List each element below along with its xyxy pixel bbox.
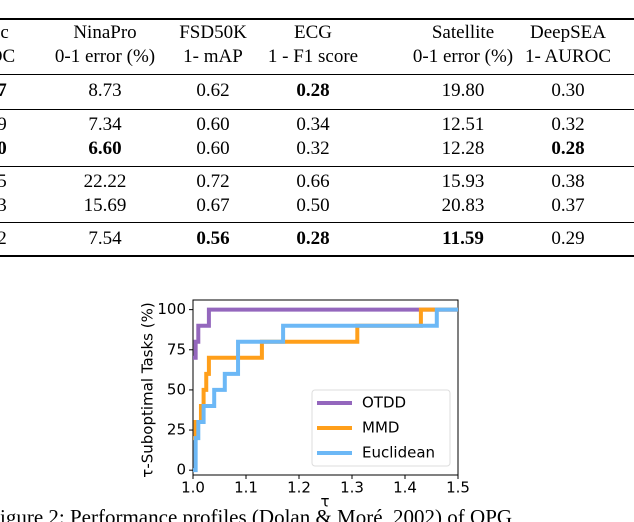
column-header: ic <box>0 22 9 43</box>
plot-frame <box>192 299 459 476</box>
table-cell: 12.28 <box>441 138 485 159</box>
table-cell: 5 <box>0 171 7 192</box>
y-tick-label: 25 <box>167 421 186 439</box>
legend-label: Euclidean <box>362 444 435 462</box>
table-cell: 0.29 <box>551 228 585 249</box>
y-tick-label: 100 <box>157 300 186 318</box>
table-cell: 0.67 <box>196 195 230 216</box>
table-cell: 9 <box>0 114 7 135</box>
rule <box>0 74 634 75</box>
bottom-rule <box>0 255 634 257</box>
x-tick-label: 1.5 <box>446 479 470 497</box>
column-header: 1- AUROC <box>524 46 612 67</box>
table-cell: 19.80 <box>441 80 485 101</box>
column-header: DeepSEA <box>530 22 606 43</box>
table-cell: 0.28 <box>296 228 330 249</box>
table-cell: 12.51 <box>441 114 485 135</box>
table-cell: 7.34 <box>88 114 122 135</box>
table-cell: 0.56 <box>196 228 230 249</box>
caption: igure 2: Performance profiles (Dolan & M… <box>0 505 513 522</box>
column-header: 1 - F1 score <box>267 46 359 67</box>
table-cell: 0.72 <box>196 171 230 192</box>
table-cell: 0.32 <box>296 138 330 159</box>
table-cell: 0.38 <box>551 171 585 192</box>
x-tick-label: 1.1 <box>234 479 258 497</box>
table-cell: 11.59 <box>442 228 484 249</box>
step-line <box>193 307 458 473</box>
y-axis-label: τ-Suboptimal Tasks (%) <box>139 302 157 477</box>
table-cell: 0.37 <box>551 195 585 216</box>
column-header: ECG <box>294 22 332 43</box>
column-header: FSD50K <box>179 22 247 43</box>
legend-label: MMD <box>362 419 399 437</box>
rule <box>0 166 634 167</box>
table-cell: 0.60 <box>196 138 230 159</box>
table-cell: 15.69 <box>83 195 127 216</box>
column-header: 0-1 error (%) <box>412 46 514 67</box>
y-tick-label: 0 <box>176 461 186 479</box>
column-header: Satellite <box>431 22 495 43</box>
top-rule <box>0 18 634 20</box>
table-cell: 7 <box>0 80 7 101</box>
table-cell: 0.66 <box>296 171 330 192</box>
table-cell: 0.60 <box>196 114 230 135</box>
table-cell: 2 <box>0 228 7 249</box>
y-tick-label: 50 <box>167 380 186 398</box>
column-header: 1- mAP <box>183 46 243 67</box>
table-cell: 7.54 <box>88 228 122 249</box>
x-axis-label: τ <box>320 493 329 511</box>
column-header: 0-1 error (%) <box>54 46 156 67</box>
rule <box>0 109 634 110</box>
table-cell: 0 <box>0 138 7 159</box>
table-cell: 15.93 <box>441 171 485 192</box>
x-tick-label: 1.3 <box>340 479 364 497</box>
column-header: OC <box>0 46 16 67</box>
rule <box>0 222 634 223</box>
column-header: NinaPro <box>73 22 137 43</box>
y-tick-label: 75 <box>167 340 186 358</box>
table-cell: 0.30 <box>551 80 585 101</box>
table-cell: 0.50 <box>296 195 330 216</box>
table-cell: 6.60 <box>88 138 122 159</box>
x-tick-label: 1.2 <box>287 479 311 497</box>
table-cell: 0.62 <box>196 80 230 101</box>
table-cell: 3 <box>0 195 7 216</box>
table-cell: 0.34 <box>296 114 330 135</box>
table-cell: 22.22 <box>83 171 127 192</box>
table-cell: 0.32 <box>551 114 585 135</box>
step-line <box>193 307 458 360</box>
table-cell: 8.73 <box>88 80 122 101</box>
x-tick-label: 1.0 <box>181 479 205 497</box>
x-tick-label: 1.4 <box>393 479 417 497</box>
table-cell: 20.83 <box>441 195 485 216</box>
legend-box <box>311 389 451 467</box>
table-cell: 0.28 <box>296 80 330 101</box>
table-cell: 0.28 <box>551 138 585 159</box>
legend-label: OTDD <box>362 394 406 412</box>
